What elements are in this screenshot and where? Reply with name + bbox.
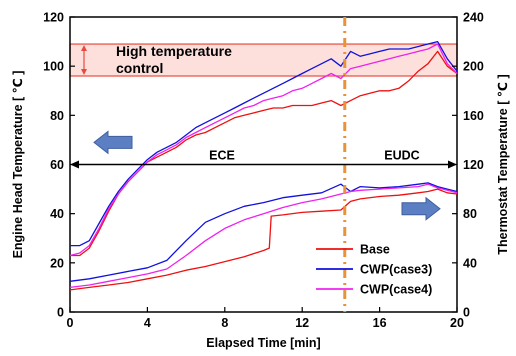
right-y-axis-title: Thermostat Temperature [ ℃ ] [496, 74, 510, 254]
x-tick-label: 8 [221, 316, 228, 330]
x-tick-label: 4 [144, 316, 151, 330]
left-y-tick-label: 120 [43, 11, 64, 25]
left-y-tick-label: 100 [43, 60, 64, 74]
legend-label: CWP(case3) [360, 263, 432, 277]
legend-label: CWP(case4) [360, 283, 432, 297]
right-y-tick-label: 160 [463, 109, 484, 123]
legend-label: Base [360, 243, 390, 257]
high-temp-label-line1: High temperature [116, 43, 232, 59]
left-y-tick-label: 60 [50, 158, 64, 172]
left-axis-pointer-arrow-icon [94, 131, 132, 153]
right-y-tick-label: 80 [463, 207, 477, 221]
right-y-tick-label: 0 [463, 306, 470, 320]
left-y-tick-label: 80 [50, 109, 64, 123]
ece-label: ECE [209, 149, 235, 163]
left-y-tick-label: 20 [50, 256, 64, 270]
left-y-tick-label: 40 [50, 207, 64, 221]
right-y-tick-label: 240 [463, 11, 484, 25]
x-axis-title: Elapsed Time [min] [206, 336, 320, 350]
right-axis-pointer-arrow-icon [402, 198, 440, 220]
series-layer [70, 42, 457, 290]
legend: Base CWP(case3) CWP(case4) [316, 243, 432, 297]
x-tick-label: 16 [373, 316, 387, 330]
left-y-tick-label: 0 [57, 306, 64, 320]
left-y-axis-title: Engine Head Temperature [ ℃ ] [11, 71, 25, 259]
x-tick-label: 12 [295, 316, 309, 330]
right-y-tick-label: 40 [463, 256, 477, 270]
high-temp-label-line2: control [116, 60, 163, 76]
right-y-tick-label: 120 [463, 158, 484, 172]
eudc-label: EUDC [384, 149, 419, 163]
right-y-tick-label: 200 [463, 60, 484, 74]
x-tick-label: 20 [450, 316, 464, 330]
x-tick-label: 0 [67, 316, 74, 330]
